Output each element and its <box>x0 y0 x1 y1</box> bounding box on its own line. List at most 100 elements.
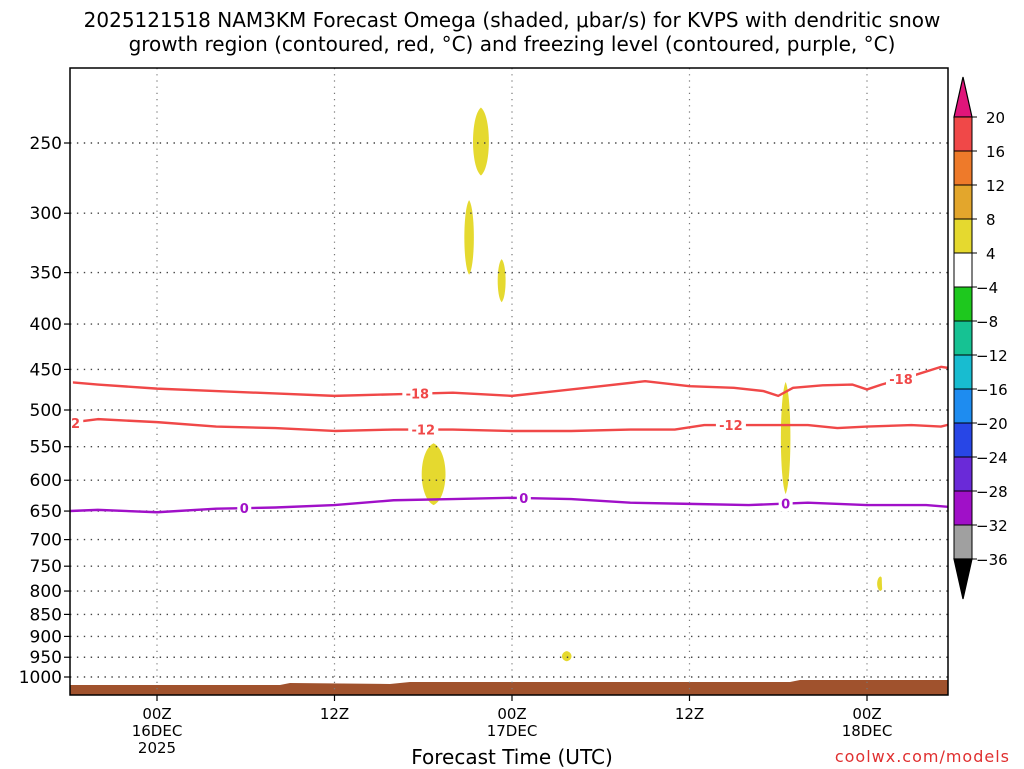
plot-border <box>69 67 949 696</box>
contour-label-bg <box>886 371 917 388</box>
colorbar-label: −32 <box>976 517 1008 535</box>
terrain-fill <box>70 680 948 695</box>
y-tick-label: 950 <box>30 648 62 668</box>
y-tick-label: 800 <box>30 582 62 602</box>
y-tick-label: 650 <box>30 502 62 522</box>
omega-shaded-region <box>464 200 474 275</box>
y-tick-label: 900 <box>30 627 62 647</box>
colorbar-max-arrow <box>953 76 973 118</box>
colorbar-segment <box>953 320 973 356</box>
colorbar-segment <box>953 286 973 322</box>
colorbar-segment <box>953 354 973 390</box>
colorbar-segment <box>953 422 973 458</box>
contour-label-bg <box>70 414 84 431</box>
x-tick-label: 2025 <box>138 739 176 757</box>
plot-background <box>70 68 948 695</box>
contour-label-bg <box>237 500 252 517</box>
colorbar-label: −12 <box>976 347 1008 365</box>
colorbar-label: −4 <box>976 279 998 297</box>
colorbar-label: 20 <box>986 109 1005 127</box>
contour-label: 0 <box>519 492 528 507</box>
contour-line <box>70 496 948 514</box>
omega-shaded-region <box>779 576 786 601</box>
y-tick-label: 350 <box>30 264 62 284</box>
contour-label: 0 <box>240 502 249 517</box>
x-tick-label: 12Z <box>320 705 349 723</box>
chart-title-line-2: growth region (contoured, red, °C) and f… <box>128 32 896 56</box>
grid-lines <box>70 68 948 695</box>
x-tick-label: 17DEC <box>487 722 538 740</box>
plot-frame <box>69 67 949 696</box>
colorbar-label: 8 <box>986 211 996 229</box>
colorbar-label: −16 <box>976 381 1008 399</box>
omega-shaded-region <box>881 516 906 633</box>
x-tick-label: 00Z <box>497 705 526 723</box>
contour-label-bg <box>516 490 531 507</box>
colorbar-label: −28 <box>976 483 1008 501</box>
contour-label: -12 <box>57 417 81 432</box>
contour-label-bg <box>408 421 439 438</box>
colorbar-min-arrow <box>953 558 973 600</box>
terrain-band <box>70 680 948 695</box>
y-tick-label: 700 <box>30 531 62 551</box>
y-tick-label: 750 <box>30 557 62 577</box>
omega-shaded-region <box>497 259 506 303</box>
colorbar-segment <box>953 116 973 152</box>
colorbar: 20 16 12 8 4 −4 −8 −12 −16 −20 −24 −28 −32 −36 <box>953 76 1008 600</box>
contour-line <box>70 417 948 433</box>
contour-label-bg <box>70 373 73 390</box>
chart-title-line-1: 2025121518 NAM3KM Forecast Omega (shaded… <box>83 8 941 32</box>
y-tick-label: 600 <box>30 471 62 491</box>
x-axis-label: Forecast Time (UTC) <box>411 745 613 769</box>
colorbar-segment <box>953 490 973 526</box>
colorbar-segment <box>953 184 973 220</box>
contour-label: 0 <box>781 498 790 513</box>
colorbar-segment <box>953 388 973 424</box>
plot-area <box>70 68 948 695</box>
contour-label: -12 <box>412 424 436 439</box>
contour-label: -18 <box>406 388 430 403</box>
y-tick-label: 550 <box>30 438 62 458</box>
omega-shaded-region <box>757 403 764 437</box>
colorbar-segment <box>953 252 973 288</box>
colorbar-label: 12 <box>986 177 1005 195</box>
colorbar-label: 4 <box>986 245 996 263</box>
colorbar-segment <box>953 456 973 492</box>
contour-label-bg <box>402 385 433 402</box>
x-tick-label: 00Z <box>142 705 171 723</box>
x-tick-label: 18DEC <box>842 722 893 740</box>
contour-label-bg <box>715 417 746 434</box>
colorbar-label: −24 <box>976 449 1008 467</box>
omega-shaded-region <box>561 651 572 662</box>
contour-label: -18 <box>889 373 913 388</box>
omega-shaded-region <box>421 443 446 506</box>
colorbar-label: −36 <box>976 551 1008 569</box>
y-tick-label: 500 <box>30 401 62 421</box>
y-tick-label: 850 <box>30 605 62 625</box>
colorbar-label: 16 <box>986 143 1005 161</box>
omega-shaded-region <box>473 107 489 176</box>
x-tick-label: 12Z <box>675 705 704 723</box>
colorbar-label: −20 <box>976 415 1008 433</box>
colorbar-label: −8 <box>976 313 998 331</box>
watermark: coolwx.com/models <box>834 747 1010 766</box>
y-tick-label: 400 <box>30 315 62 335</box>
colorbar-segment <box>953 524 973 560</box>
x-tick-label: 00Z <box>852 705 881 723</box>
contour-label-bg <box>778 495 793 512</box>
y-axis: 2503003504004505005506006507007508008509… <box>19 134 70 688</box>
colorbar-segment <box>953 218 973 254</box>
omega-shaded-region <box>651 186 668 253</box>
y-tick-label: 1000 <box>19 668 62 688</box>
contour-label: -12 <box>719 419 743 434</box>
y-tick-label: 300 <box>30 204 62 224</box>
y-tick-label: 450 <box>30 360 62 380</box>
y-tick-label: 250 <box>30 134 62 154</box>
omega-shading <box>421 107 906 662</box>
omega-shaded-region <box>648 369 657 496</box>
x-tick-label: 16DEC <box>132 722 183 740</box>
colorbar-segment <box>953 150 973 186</box>
